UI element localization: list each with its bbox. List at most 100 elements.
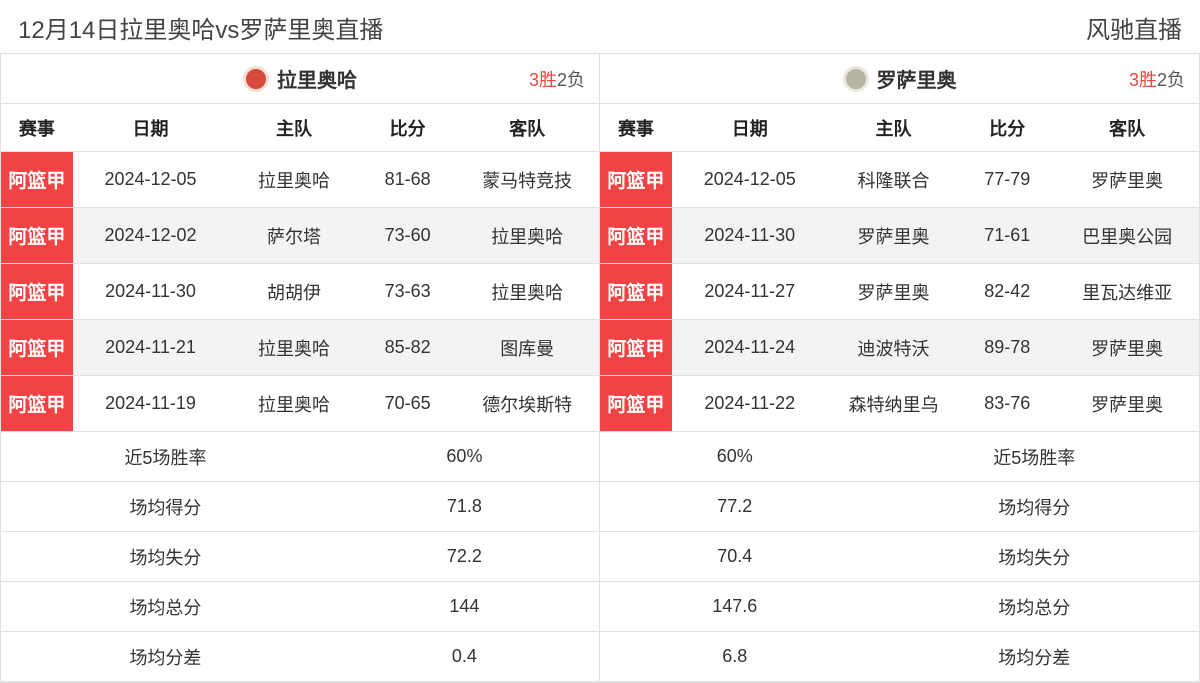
away-team-cell: 罗萨里奥 [1055,152,1199,207]
home-team-cell: 森特纳里乌 [828,376,960,431]
stat-label: 场均得分 [1,494,330,520]
stat-label: 场均失分 [870,544,1199,570]
team-right-header: 罗萨里奥 3胜2负 [600,54,1199,104]
team-right-panel: 罗萨里奥 3胜2负 赛事 日期 主队 比分 客队 阿篮甲2024-12-05科隆… [600,53,1200,683]
team-left-losses: 2负 [557,70,585,90]
stat-row: 场均得分77.2 [600,482,1199,532]
col-league: 赛事 [600,115,672,141]
col-score: 比分 [360,115,456,141]
score-cell: 83-76 [959,376,1055,431]
table-row: 阿篮甲2024-11-30胡胡伊73-63拉里奥哈 [1,264,599,320]
page-header: 12月14日拉里奥哈vs罗萨里奥直播 风驰直播 [0,0,1200,53]
away-team-cell: 罗萨里奥 [1055,320,1199,375]
stat-value: 70.4 [600,546,870,567]
stat-row: 场均失分72.2 [1,532,599,582]
team-right-logo-icon [843,66,869,92]
score-cell: 85-82 [360,320,456,375]
stat-value: 60% [330,446,599,467]
away-team-cell: 里瓦达维亚 [1055,264,1199,319]
date-cell: 2024-11-24 [672,320,828,375]
home-team-cell: 迪波特沃 [828,320,960,375]
col-league: 赛事 [1,115,73,141]
right-stats: 近5场胜率60%场均得分77.2场均失分70.4场均总分147.6场均分差6.8 [600,432,1199,682]
away-team-cell: 巴里奥公园 [1055,208,1199,263]
away-team-cell: 图库曼 [455,320,599,375]
stat-value: 144 [330,596,599,617]
stat-label: 场均总分 [870,594,1199,620]
score-cell: 73-63 [360,264,456,319]
col-away: 客队 [455,115,599,141]
left-rows: 阿篮甲2024-12-05拉里奥哈81-68蒙马特竞技阿篮甲2024-12-02… [1,152,599,432]
stat-value: 147.6 [600,596,870,617]
team-right-wins: 3胜 [1129,70,1157,90]
col-date: 日期 [672,115,828,141]
team-left-panel: 拉里奥哈 3胜2负 赛事 日期 主队 比分 客队 阿篮甲2024-12-05拉里… [0,53,600,683]
home-team-cell: 萨尔塔 [228,208,360,263]
table-row: 阿篮甲2024-11-19拉里奥哈70-65德尔埃斯特 [1,376,599,432]
table-row: 阿篮甲2024-12-05拉里奥哈81-68蒙马特竞技 [1,152,599,208]
right-column-headers: 赛事 日期 主队 比分 客队 [600,104,1199,152]
col-score: 比分 [959,115,1055,141]
stat-label: 场均失分 [1,544,330,570]
team-left-name: 拉里奥哈 [277,64,357,93]
league-badge: 阿篮甲 [600,208,672,263]
team-right-name: 罗萨里奥 [877,64,957,93]
table-row: 阿篮甲2024-12-02萨尔塔73-60拉里奥哈 [1,208,599,264]
page-title: 12月14日拉里奥哈vs罗萨里奥直播 [18,10,383,45]
date-cell: 2024-11-27 [672,264,828,319]
team-right-losses: 2负 [1157,70,1185,90]
away-team-cell: 罗萨里奥 [1055,376,1199,431]
away-team-cell: 蒙马特竞技 [455,152,599,207]
team-left-logo-icon [243,66,269,92]
stat-label: 场均总分 [1,594,330,620]
col-home: 主队 [828,115,960,141]
right-rows: 阿篮甲2024-12-05科隆联合77-79罗萨里奥阿篮甲2024-11-30罗… [600,152,1199,432]
comparison-container: 拉里奥哈 3胜2负 赛事 日期 主队 比分 客队 阿篮甲2024-12-05拉里… [0,53,1200,683]
home-team-cell: 拉里奥哈 [228,376,360,431]
home-team-cell: 拉里奥哈 [228,152,360,207]
home-team-cell: 罗萨里奥 [828,264,960,319]
score-cell: 71-61 [959,208,1055,263]
stat-row: 近5场胜率60% [600,432,1199,482]
score-cell: 81-68 [360,152,456,207]
table-row: 阿篮甲2024-11-27罗萨里奥82-42里瓦达维亚 [600,264,1199,320]
left-column-headers: 赛事 日期 主队 比分 客队 [1,104,599,152]
league-badge: 阿篮甲 [1,264,73,319]
stat-label: 场均分差 [870,644,1199,670]
team-left-record: 3胜2负 [529,66,585,92]
stat-label: 场均分差 [1,644,330,670]
league-badge: 阿篮甲 [600,376,672,431]
score-cell: 73-60 [360,208,456,263]
table-row: 阿篮甲2024-12-05科隆联合77-79罗萨里奥 [600,152,1199,208]
score-cell: 77-79 [959,152,1055,207]
league-badge: 阿篮甲 [1,152,73,207]
home-team-cell: 罗萨里奥 [828,208,960,263]
date-cell: 2024-11-19 [73,376,228,431]
col-date: 日期 [73,115,228,141]
date-cell: 2024-11-22 [672,376,828,431]
table-row: 阿篮甲2024-11-22森特纳里乌83-76罗萨里奥 [600,376,1199,432]
team-left-wins: 3胜 [529,70,557,90]
home-team-cell: 拉里奥哈 [228,320,360,375]
stat-value: 71.8 [330,496,599,517]
stat-value: 60% [600,446,870,467]
col-away: 客队 [1055,115,1199,141]
team-right-record: 3胜2负 [1129,66,1185,92]
league-badge: 阿篮甲 [1,208,73,263]
col-home: 主队 [228,115,360,141]
home-team-cell: 科隆联合 [828,152,960,207]
site-name: 风驰直播 [1086,10,1182,45]
league-badge: 阿篮甲 [600,152,672,207]
left-stats: 近5场胜率60%场均得分71.8场均失分72.2场均总分144场均分差0.4 [1,432,599,682]
away-team-cell: 拉里奥哈 [455,208,599,263]
date-cell: 2024-11-30 [672,208,828,263]
stat-label: 近5场胜率 [870,444,1199,470]
date-cell: 2024-11-30 [73,264,228,319]
league-badge: 阿篮甲 [1,320,73,375]
stat-value: 77.2 [600,496,870,517]
away-team-cell: 德尔埃斯特 [455,376,599,431]
date-cell: 2024-12-05 [672,152,828,207]
date-cell: 2024-12-02 [73,208,228,263]
table-row: 阿篮甲2024-11-21拉里奥哈85-82图库曼 [1,320,599,376]
score-cell: 82-42 [959,264,1055,319]
